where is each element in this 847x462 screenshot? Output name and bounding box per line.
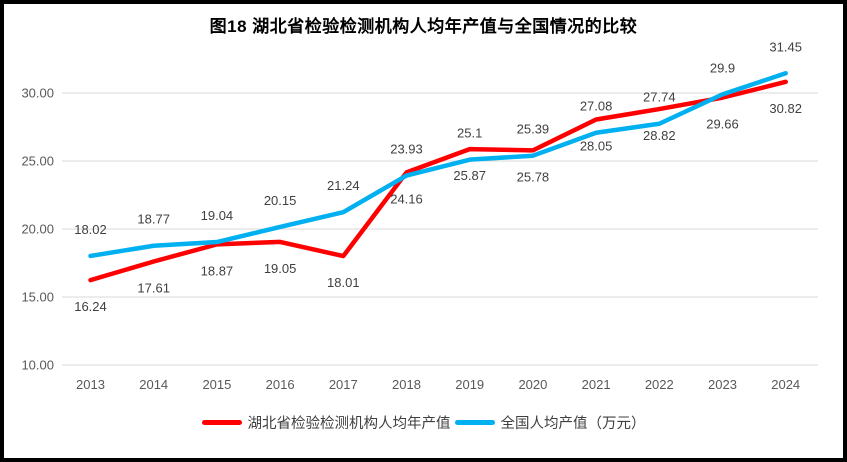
x-tick-label: 2014: [139, 377, 168, 392]
data-label: 18.01: [327, 275, 360, 290]
data-label: 27.08: [580, 99, 613, 114]
data-label: 23.93: [390, 142, 423, 157]
data-label: 18.77: [137, 212, 170, 227]
y-tick-label: 15.00: [21, 290, 54, 305]
data-label: 25.1: [457, 126, 482, 141]
x-tick-label: 2013: [76, 377, 105, 392]
legend-item-national[interactable]: 全国人均产值（万元）: [454, 412, 646, 433]
x-tick-label: 2016: [266, 377, 295, 392]
y-tick-label: 20.00: [21, 222, 54, 237]
data-label: 19.05: [264, 261, 297, 276]
y-tick-label: 10.00: [21, 358, 54, 373]
legend-line-swatch-national: [454, 420, 495, 425]
x-tick-label: 2022: [645, 377, 674, 392]
data-label: 20.15: [264, 193, 297, 208]
data-label: 28.05: [580, 139, 613, 154]
x-tick-label: 2017: [329, 377, 358, 392]
legend: 湖北省检验检测机构人均年产值 全国人均产值（万元）: [0, 412, 847, 433]
data-label: 29.9: [710, 60, 735, 75]
x-tick-label: 2015: [202, 377, 231, 392]
data-label: 24.16: [390, 191, 423, 206]
data-label: 18.02: [74, 222, 107, 237]
data-label: 17.61: [137, 281, 170, 296]
x-tick-label: 2019: [455, 377, 484, 392]
data-label: 30.82: [769, 101, 802, 116]
data-label: 25.78: [517, 169, 550, 184]
data-label: 16.24: [74, 299, 107, 314]
data-label: 31.45: [769, 39, 802, 54]
legend-label-hubei: 湖北省检验检测机构人均年产值: [247, 416, 451, 432]
legend-line-swatch-hubei: [201, 420, 242, 425]
legend-label-national: 全国人均产值（万元）: [500, 416, 646, 432]
y-tick-label: 30.00: [21, 86, 54, 101]
x-tick-label: 2021: [582, 377, 611, 392]
data-label: 19.04: [201, 208, 234, 223]
data-label: 25.87: [453, 168, 486, 183]
chart-title: 图18 湖北省检验检测机构人均年产值与全国情况的比较: [209, 17, 638, 36]
series-line-hubei: [88, 79, 788, 283]
x-tick-label: 2020: [518, 377, 547, 392]
series-line-national: [88, 71, 788, 259]
data-label: 29.66: [706, 117, 739, 132]
data-label: 27.74: [643, 90, 676, 105]
y-tick-label: 25.00: [21, 154, 54, 169]
x-tick-label: 2024: [771, 377, 800, 392]
legend-item-hubei[interactable]: 湖北省检验检测机构人均年产值: [201, 412, 451, 433]
data-label: 21.24: [327, 178, 360, 193]
data-label: 28.82: [643, 128, 676, 143]
x-tick-label: 2023: [708, 377, 737, 392]
x-tick-label: 2018: [392, 377, 421, 392]
data-label: 25.39: [517, 122, 550, 137]
data-label: 18.87: [201, 263, 234, 278]
